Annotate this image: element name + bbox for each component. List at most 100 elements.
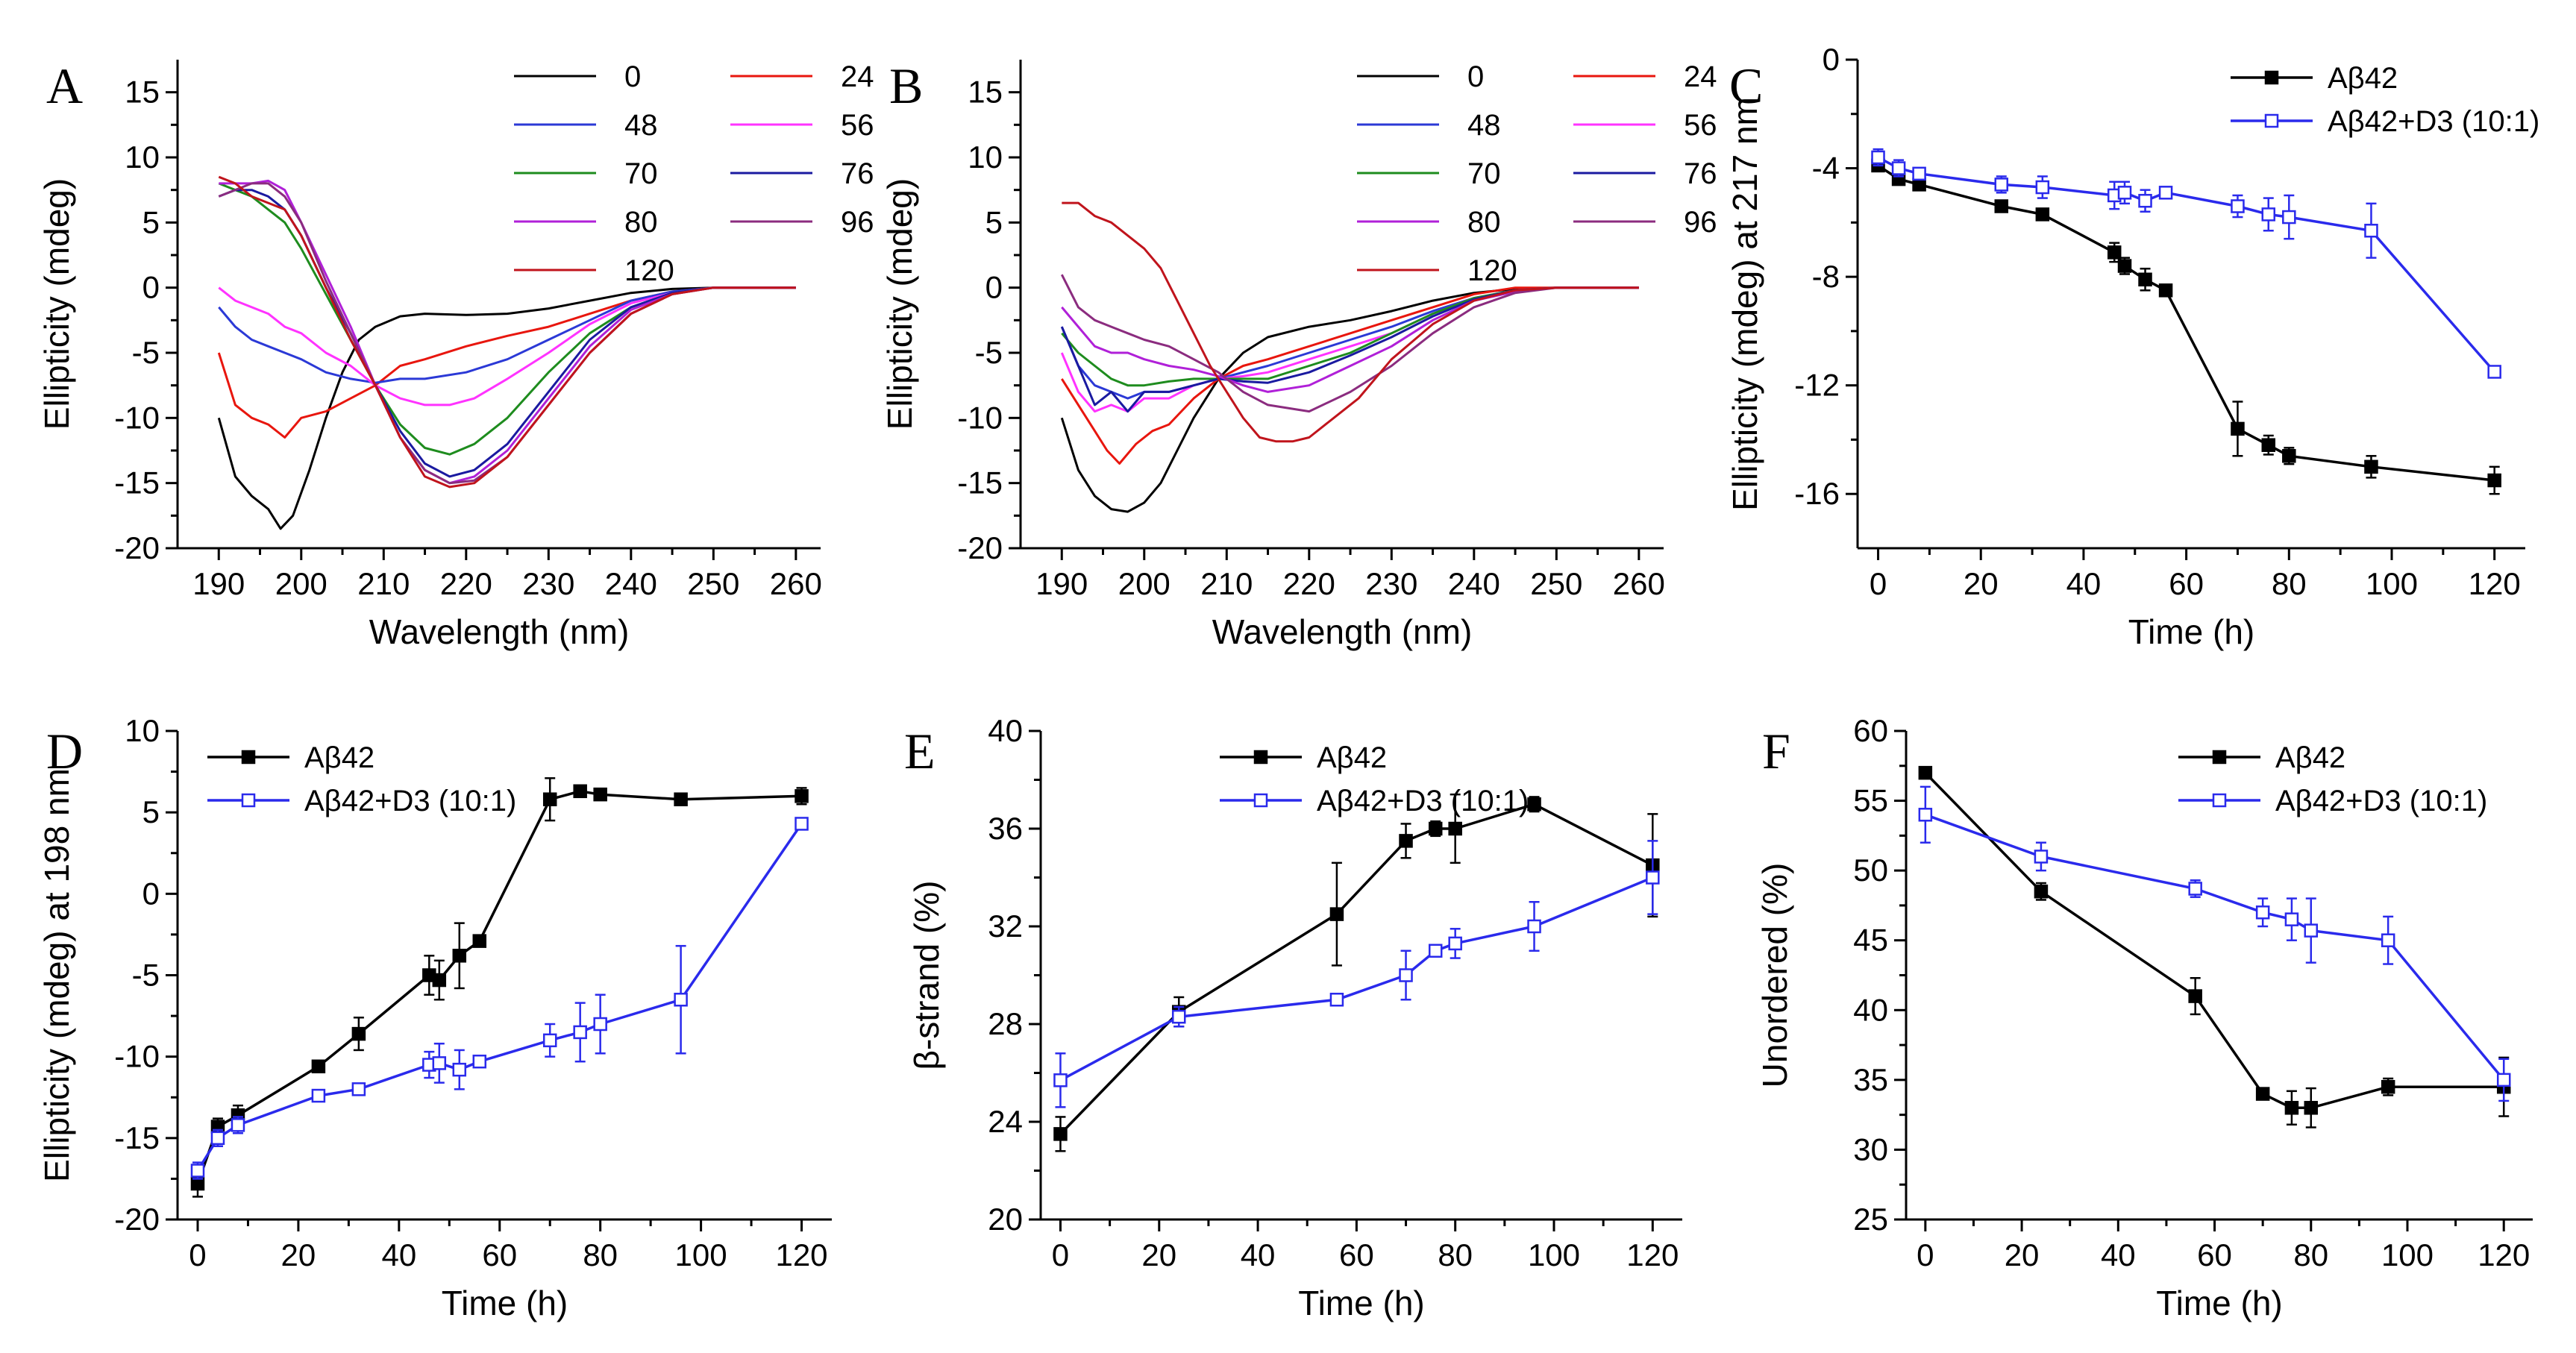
data-point bbox=[2035, 180, 2050, 195]
legend-label: 96 bbox=[841, 206, 874, 239]
legend-label: 70 bbox=[1467, 157, 1501, 190]
series-0 bbox=[217, 286, 796, 530]
data-point bbox=[1329, 907, 1344, 921]
y-tick-label: 60 bbox=[1853, 713, 1888, 748]
legend-label: 80 bbox=[1467, 206, 1501, 239]
series-70 bbox=[218, 182, 796, 456]
x-axis-title: Time (h) bbox=[2156, 1284, 2283, 1322]
data-point bbox=[1994, 199, 2009, 213]
series-56 bbox=[218, 286, 796, 406]
legend: 0 24 48 56 70 76 80 96 120 bbox=[514, 60, 874, 287]
data-point bbox=[542, 792, 557, 806]
data-point bbox=[1527, 797, 1541, 812]
legend: Aβ42 Aβ42+D3 (10:1) bbox=[207, 741, 516, 817]
x-tick-label: 250 bbox=[1530, 566, 1582, 601]
data-point bbox=[472, 934, 487, 948]
data-point bbox=[1448, 821, 1462, 836]
series-24 bbox=[1061, 286, 1639, 465]
data-point bbox=[231, 1118, 245, 1132]
legend-label: 24 bbox=[1684, 60, 1717, 93]
data-point bbox=[1171, 1009, 1186, 1024]
data-point bbox=[2158, 186, 2173, 200]
data-point bbox=[311, 1059, 326, 1074]
y-tick-label: -12 bbox=[1794, 368, 1840, 403]
y-tick-label: 0 bbox=[985, 270, 1003, 305]
legend: Aβ42 Aβ42+D3 (10:1) bbox=[2231, 62, 2539, 138]
data-point bbox=[2487, 365, 2501, 379]
x-tick-label: 100 bbox=[2381, 1237, 2434, 1272]
data-point bbox=[472, 1054, 487, 1069]
x-tick-label: 100 bbox=[1528, 1237, 1580, 1272]
y-tick-label: 24 bbox=[988, 1104, 1023, 1139]
series-line bbox=[1060, 286, 1639, 400]
x-tick-label: 240 bbox=[1448, 566, 1500, 601]
x-tick-label: 230 bbox=[1365, 566, 1417, 601]
legend-label: Aβ42+D3 (10:1) bbox=[1317, 785, 1529, 817]
y-tick-label: 15 bbox=[125, 75, 160, 110]
series-line bbox=[1059, 876, 1653, 1082]
data-point bbox=[1891, 161, 1906, 175]
legend-label: 48 bbox=[1467, 109, 1501, 142]
series-Aβ42 bbox=[190, 777, 809, 1198]
legend-label: Aβ42 bbox=[1317, 741, 1387, 774]
panel-A: 190 200 210 220 230 240 250 260-20-15-10-505101… bbox=[37, 57, 874, 651]
data-point bbox=[2138, 193, 2152, 208]
legend-label: 0 bbox=[624, 60, 641, 93]
data-point bbox=[1527, 919, 1541, 934]
data-point bbox=[1918, 765, 1933, 780]
x-tick-label: 80 bbox=[1438, 1237, 1473, 1272]
data-point bbox=[2255, 1087, 2270, 1101]
y-axis-title: Ellipticity (mdeg) at 198 nm bbox=[37, 768, 76, 1182]
data-point bbox=[2261, 207, 2276, 222]
data-point bbox=[2381, 933, 2395, 947]
y-tick-label: -10 bbox=[114, 400, 160, 435]
data-point bbox=[2304, 923, 2319, 938]
data-point bbox=[1448, 936, 1462, 951]
y-tick-label: -10 bbox=[957, 400, 1003, 435]
series-76 bbox=[218, 189, 796, 478]
x-tick-label: 40 bbox=[1241, 1237, 1276, 1272]
y-tick-label: -15 bbox=[114, 1120, 160, 1155]
x-tick-label: 190 bbox=[192, 566, 245, 601]
data-point bbox=[351, 1026, 366, 1041]
x-tick-label: 100 bbox=[675, 1237, 727, 1272]
panel-letter: A bbox=[46, 57, 83, 114]
data-point bbox=[2496, 1073, 2511, 1087]
y-tick-label: -4 bbox=[1812, 151, 1840, 186]
y-tick-label: 0 bbox=[142, 270, 160, 305]
series-line bbox=[218, 286, 796, 384]
x-axis-title: Time (h) bbox=[1298, 1284, 1425, 1322]
data-point bbox=[1646, 870, 1660, 885]
y-tick-label: 45 bbox=[1853, 923, 1888, 958]
y-axis-title: β-strand (%) bbox=[907, 881, 946, 1070]
series-120 bbox=[1062, 201, 1639, 443]
x-tick-label: 80 bbox=[2293, 1237, 2328, 1272]
legend-marker bbox=[2264, 70, 2279, 85]
data-point bbox=[1053, 1127, 1068, 1141]
x-tick-label: 0 bbox=[189, 1237, 206, 1272]
data-point bbox=[1428, 944, 1443, 958]
data-point bbox=[2035, 207, 2050, 222]
legend-marker bbox=[1253, 793, 1268, 808]
y-axis-title: Unordered (%) bbox=[1755, 863, 1794, 1088]
panel-letter: F bbox=[1762, 723, 1790, 779]
y-tick-label: 40 bbox=[988, 713, 1023, 748]
y-tick-label: 30 bbox=[1853, 1131, 1888, 1167]
series-line bbox=[218, 182, 796, 485]
data-point bbox=[2117, 186, 2132, 200]
y-tick-label: 5 bbox=[142, 204, 160, 239]
data-point bbox=[542, 1033, 557, 1048]
data-point bbox=[432, 973, 447, 988]
series-line bbox=[1060, 274, 1639, 413]
series-line bbox=[196, 823, 803, 1172]
y-tick-label: -15 bbox=[957, 465, 1003, 500]
data-point bbox=[2158, 283, 2173, 298]
data-point bbox=[2138, 272, 2152, 286]
series-120 bbox=[218, 175, 796, 489]
legend-label: 56 bbox=[1684, 109, 1717, 142]
data-point bbox=[2034, 884, 2049, 899]
y-axis-title: Ellipticity (mdeg) bbox=[880, 178, 919, 430]
y-tick-label: -8 bbox=[1812, 259, 1840, 294]
series-line bbox=[1062, 201, 1639, 443]
panel-F: 0 20 40 60 80 100 120 25 30 35 40 45 50 55 60 Time (h) U… bbox=[1755, 713, 2533, 1322]
